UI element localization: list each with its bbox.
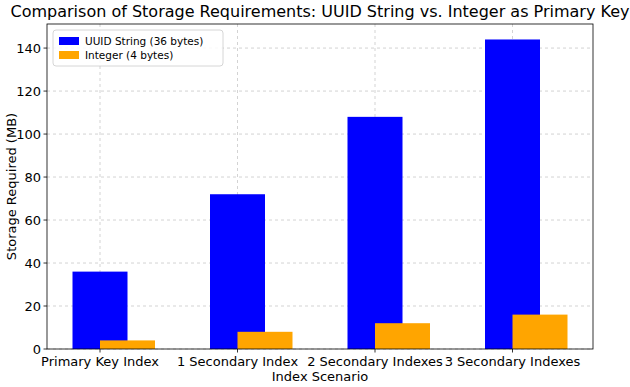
tick (44, 220, 48, 221)
chart: 0 20 40 60 80 100 120 140 Primary Key Index 1 Sec… (0, 0, 630, 387)
axis-label: Storage Required (MB) (4, 113, 19, 260)
legend-label: Integer (4 bytes) (85, 49, 173, 61)
grid (47, 24, 593, 349)
bar (73, 272, 128, 349)
background (0, 0, 630, 387)
tick-label: Primary Key Index (41, 354, 159, 369)
legend-label: UUID String (36 bytes) (85, 35, 203, 47)
tick-label: 2 Secondary Indexes (307, 354, 443, 369)
legend-box (53, 30, 223, 66)
tick-label: 1 Secondary Index (177, 354, 298, 369)
tick-label: 3 Secondary Indexes (445, 354, 581, 369)
bars (73, 39, 568, 349)
tick-label: 60 (24, 213, 41, 228)
chart-root: 0 20 40 60 80 100 120 140 Primary Key Index 1 Sec… (0, 0, 630, 387)
bar (485, 39, 540, 349)
tick-label: 80 (24, 170, 41, 185)
tick-label: 120 (16, 84, 41, 99)
tick-label: 0 (33, 342, 41, 357)
bar (375, 323, 430, 349)
legend: UUID String (36 bytes) Integer (4 bytes) (53, 30, 223, 66)
bar (513, 315, 568, 349)
bar (238, 332, 293, 349)
tick-label: 20 (24, 299, 41, 314)
tick-label: 140 (16, 41, 41, 56)
title: Comparison of Storage Requirements: UUID… (11, 2, 630, 21)
tick (512, 349, 513, 353)
tick (44, 263, 48, 264)
tick (100, 349, 101, 353)
plot-frame (47, 24, 593, 349)
tick (44, 134, 48, 135)
tick-label: 100 (16, 127, 41, 142)
bar (100, 340, 155, 349)
tick (44, 306, 48, 307)
bar (348, 117, 403, 349)
tick (375, 349, 376, 353)
x-axis: Primary Key Index 1 Secondary Index 2 Seco… (41, 349, 580, 369)
tick (44, 91, 48, 92)
tick (44, 349, 48, 350)
y-axis: 0 20 40 60 80 100 120 140 (16, 41, 47, 357)
tick-label: 40 (24, 256, 41, 271)
axis-label: Index Scenario (272, 369, 368, 384)
bar (210, 194, 265, 349)
legend-swatch (59, 51, 79, 59)
tick (44, 177, 48, 178)
legend-swatch (59, 37, 79, 45)
tick (44, 48, 48, 49)
tick (237, 349, 238, 353)
